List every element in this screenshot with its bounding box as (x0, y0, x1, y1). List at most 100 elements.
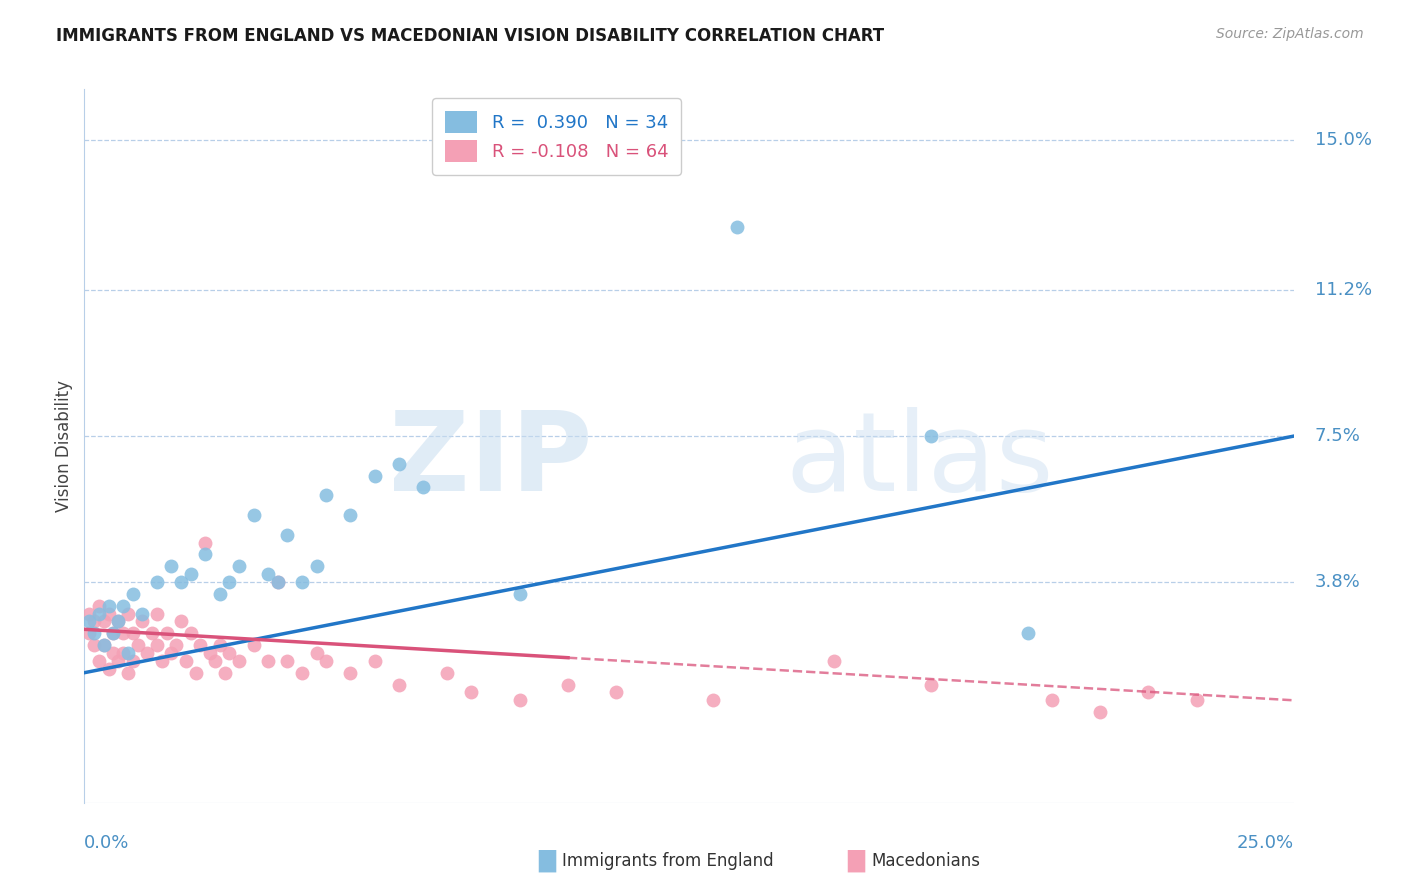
Point (1040, 693, 1063, 707)
Point (257, 567, 280, 582)
Point (160, 646, 183, 660)
Point (1137, 685, 1160, 699)
Point (77, 626, 100, 640)
Point (180, 567, 202, 582)
Text: 3.8%: 3.8% (1315, 573, 1361, 591)
Point (117, 607, 139, 621)
Point (242, 508, 264, 522)
Point (702, 693, 724, 707)
Point (204, 654, 226, 668)
Text: 11.2%: 11.2% (1315, 281, 1372, 300)
Point (194, 548, 217, 562)
Point (136, 646, 159, 660)
Point (460, 685, 482, 699)
Text: █: █ (538, 849, 555, 872)
Point (218, 646, 240, 660)
Point (131, 607, 153, 621)
Point (87, 607, 110, 621)
Point (339, 665, 361, 680)
Point (291, 574, 314, 589)
Point (557, 677, 579, 691)
Point (170, 574, 193, 589)
Point (388, 457, 411, 471)
Point (127, 638, 149, 652)
Point (920, 677, 942, 691)
Point (97, 662, 120, 676)
Point (93, 615, 115, 629)
Point (291, 665, 314, 680)
Point (87, 654, 110, 668)
Text: 0.0%: 0.0% (84, 834, 129, 853)
Point (103, 626, 125, 640)
Point (77, 615, 100, 629)
Point (1185, 693, 1208, 707)
Point (184, 665, 207, 680)
Point (97, 599, 120, 613)
Point (412, 480, 434, 494)
Text: Source: ZipAtlas.com: Source: ZipAtlas.com (1216, 27, 1364, 41)
Point (725, 220, 748, 235)
Point (509, 587, 531, 601)
Point (131, 615, 153, 629)
Point (228, 654, 250, 668)
Point (214, 665, 236, 680)
Point (190, 638, 212, 652)
Text: 15.0%: 15.0% (1315, 131, 1372, 150)
Text: 25.0%: 25.0% (1236, 834, 1294, 853)
Point (267, 574, 290, 589)
Point (170, 615, 193, 629)
Point (121, 654, 143, 668)
Point (103, 626, 125, 640)
Point (103, 646, 125, 660)
Point (276, 654, 298, 668)
Point (146, 607, 169, 621)
Point (1017, 626, 1039, 640)
Point (1088, 705, 1111, 719)
Point (107, 615, 129, 629)
Point (121, 587, 143, 601)
Point (605, 685, 627, 699)
Point (920, 429, 942, 443)
Point (83, 615, 105, 629)
Point (363, 468, 385, 483)
Point (257, 654, 280, 668)
Point (194, 535, 217, 549)
Point (180, 626, 202, 640)
Point (276, 527, 298, 541)
Point (107, 654, 129, 668)
Point (117, 665, 139, 680)
Point (117, 646, 139, 660)
Text: █: █ (848, 849, 865, 872)
Point (305, 559, 328, 574)
Point (823, 654, 845, 668)
Point (160, 559, 183, 574)
Y-axis label: Vision Disability: Vision Disability (55, 380, 73, 512)
Point (198, 646, 221, 660)
Point (315, 488, 337, 502)
Point (97, 607, 120, 621)
Point (208, 638, 231, 652)
Point (87, 599, 110, 613)
Point (112, 626, 135, 640)
Point (112, 646, 135, 660)
Point (155, 626, 177, 640)
Point (107, 615, 129, 629)
Point (242, 638, 264, 652)
Point (121, 626, 143, 640)
Point (83, 638, 105, 652)
Point (339, 508, 361, 522)
Text: Immigrants from England: Immigrants from England (562, 852, 775, 870)
Point (218, 574, 240, 589)
Point (112, 599, 135, 613)
Text: Macedonians: Macedonians (872, 852, 981, 870)
Point (77, 607, 100, 621)
Legend: R =  0.390   N = 34, R = -0.108   N = 64: R = 0.390 N = 34, R = -0.108 N = 64 (432, 98, 681, 175)
Point (165, 638, 187, 652)
Point (146, 638, 169, 652)
Point (267, 574, 290, 589)
Point (228, 559, 250, 574)
Point (146, 574, 169, 589)
Point (305, 646, 328, 660)
Point (436, 665, 458, 680)
Point (388, 677, 411, 691)
